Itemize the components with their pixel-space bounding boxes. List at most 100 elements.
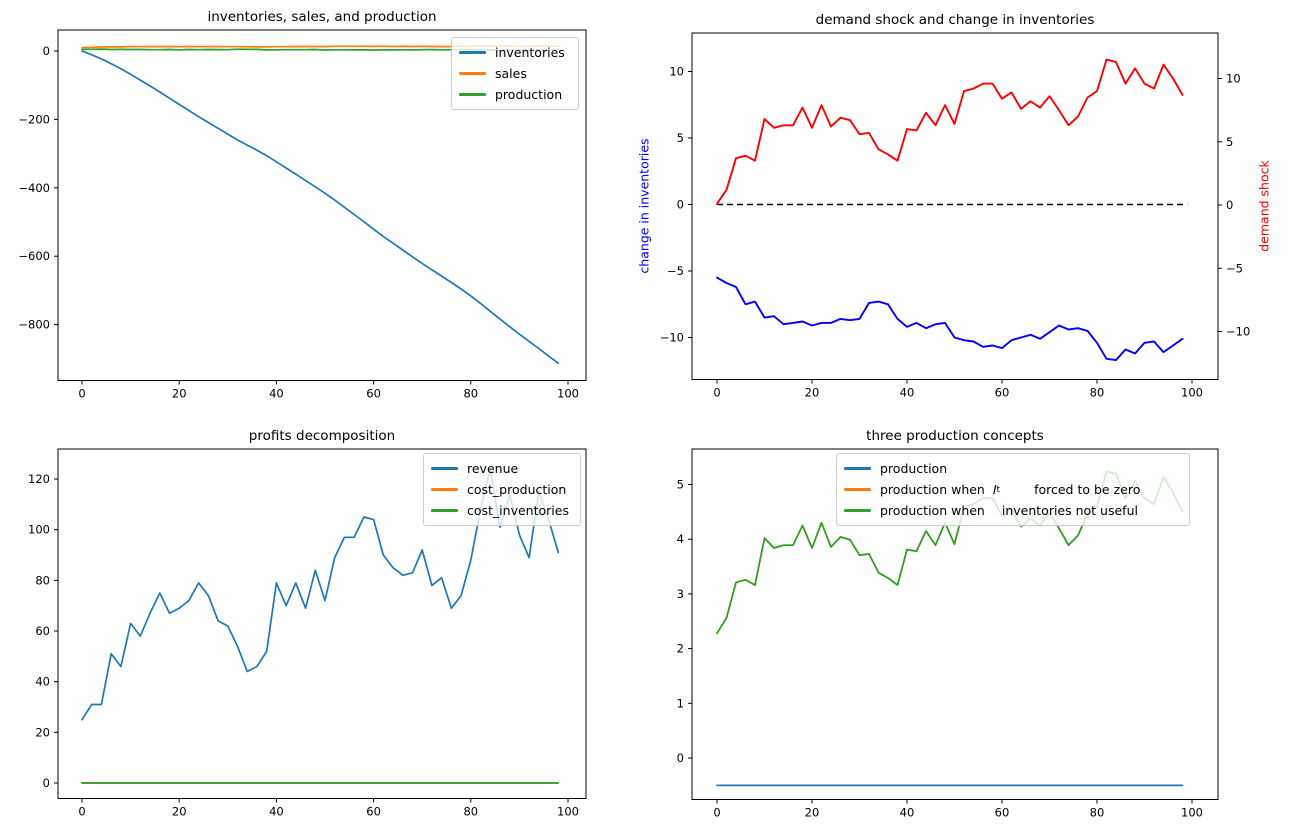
- y-tick-label: 40: [35, 675, 50, 689]
- y-tick-label: −10: [660, 331, 684, 345]
- y-tick-label: −400: [18, 181, 50, 195]
- y-tick-label: 0: [43, 44, 50, 58]
- legend-bottom-left: revenue cost_production cost_inventories: [423, 453, 581, 526]
- production-zero-inventories-line-swatch: [844, 488, 871, 491]
- x-tick-label: 0: [713, 806, 720, 820]
- series-line-inventories: [81, 50, 560, 365]
- x-tick-label: 100: [1181, 386, 1203, 400]
- revenue-line-swatch: [431, 467, 458, 470]
- legend-label: production: [880, 461, 948, 476]
- x-tick-label: 40: [269, 805, 284, 819]
- legend-label: inventories: [495, 45, 565, 60]
- x-tick-label: 60: [366, 805, 381, 819]
- right-y-tick-label: 10: [1226, 72, 1241, 86]
- legend-label: cost_production: [467, 482, 567, 497]
- legend-item-production: production: [844, 458, 1182, 479]
- math-subscript-t: t: [996, 484, 1001, 495]
- y-tick-label: 100: [28, 523, 50, 537]
- production-line-swatch: [459, 93, 486, 96]
- axes-frame: [57, 29, 587, 381]
- x-tick-label: 60: [995, 806, 1010, 820]
- x-tick-label: 20: [172, 805, 187, 819]
- legend-label: revenue: [467, 461, 519, 476]
- x-tick-label: 20: [172, 387, 187, 401]
- y-tick-label: −200: [18, 112, 50, 126]
- subplot-top-right: 0 20 40 60 80 100 10 5 0 −5 −10 10 5 0 −5 −10: [660, 32, 1250, 400]
- x-tick-label: 60: [366, 387, 381, 401]
- subplot-title-top-left: inventories, sales, and production: [207, 9, 437, 25]
- legend-label: sales: [495, 66, 527, 81]
- cost-production-line-swatch: [431, 488, 458, 491]
- subplot-title-top-right: demand shock and change in inventories: [815, 12, 1095, 28]
- legend-label-prefix: production when: [880, 503, 985, 518]
- y-tick-label: 0: [677, 198, 684, 212]
- legend-item-production-no-inventory-value: production when inventories not useful: [844, 500, 1182, 521]
- x-tick-label: 80: [1090, 806, 1105, 820]
- subplot-bottom-left: 0 20 40 60 80 100 0 20 40 60 80 100 120: [28, 448, 587, 819]
- right-y-tick-label: 0: [1226, 198, 1233, 212]
- legend-item-production: production: [459, 84, 571, 105]
- subplot-top-left: 0 20 40 60 80 100 0 −200 −400 −600 −800: [18, 29, 587, 401]
- legend-item-cost-production: cost_production: [431, 479, 573, 500]
- legend-item-inventories: inventories: [459, 42, 571, 63]
- y-tick-label: 80: [35, 573, 50, 587]
- legend-item-revenue: revenue: [431, 458, 573, 479]
- x-tick-label: 100: [557, 387, 579, 401]
- x-tick-label: 20: [805, 386, 820, 400]
- x-tick-label: 40: [900, 386, 915, 400]
- x-tick-label: 0: [713, 386, 720, 400]
- legend-top-left: inventories sales production: [451, 37, 579, 110]
- x-tick-label: 80: [1090, 386, 1105, 400]
- y-tick-label: 10: [669, 65, 684, 79]
- x-tick-label: 80: [463, 805, 478, 819]
- series-line-change-in-inventories: [716, 276, 1184, 362]
- legend-item-cost-inventories: cost_inventories: [431, 500, 573, 521]
- legend-item-sales: sales: [459, 63, 571, 84]
- x-tick-label: 0: [78, 387, 85, 401]
- cost-inventories-line-swatch: [431, 509, 458, 512]
- x-tick-label: 80: [463, 387, 478, 401]
- right-y-axis-label: demand shock: [1256, 160, 1272, 252]
- axes-frame: [691, 448, 1219, 800]
- legend-label-suffix: inventories not useful: [1001, 503, 1138, 518]
- left-y-axis-label: change in inventories: [636, 138, 652, 274]
- y-tick-label: 3: [677, 587, 684, 601]
- legend-label: cost_inventories: [467, 503, 569, 518]
- y-tick-label: 20: [35, 725, 50, 739]
- inventories-line-swatch: [459, 51, 486, 54]
- y-tick-label: −600: [18, 249, 50, 263]
- y-tick-label: 60: [35, 624, 50, 638]
- right-y-tick-label: 5: [1226, 135, 1233, 149]
- x-tick-label: 40: [269, 387, 284, 401]
- y-tick-label: 0: [677, 751, 684, 765]
- y-tick-label: 5: [677, 131, 684, 145]
- y-tick-label: 1: [677, 696, 684, 710]
- subplot-title-bottom-right: three production concepts: [866, 428, 1044, 444]
- y-tick-label: 4: [677, 532, 684, 546]
- sales-line-swatch: [459, 72, 486, 75]
- x-tick-label: 100: [557, 805, 579, 819]
- y-tick-label: 5: [677, 478, 684, 492]
- right-y-tick-label: −10: [1226, 325, 1250, 339]
- legend-label: production: [495, 87, 563, 102]
- x-tick-label: 0: [78, 805, 85, 819]
- y-tick-label: 0: [43, 776, 50, 790]
- y-tick-label: −5: [667, 264, 684, 278]
- y-tick-label: 2: [677, 642, 684, 656]
- legend-label-prefix: production when: [880, 482, 985, 497]
- axes-frame: [57, 448, 587, 799]
- x-tick-label: 100: [1181, 806, 1203, 820]
- right-y-tick-label: −5: [1226, 261, 1243, 275]
- x-tick-label: 40: [900, 806, 915, 820]
- y-tick-label: −800: [18, 318, 50, 332]
- x-tick-label: 60: [995, 386, 1010, 400]
- production-line-swatch: [844, 467, 871, 470]
- axes-frame: [691, 32, 1219, 380]
- math-symbol-I: I: [992, 482, 997, 497]
- subplot-title-bottom-left: profits decomposition: [248, 428, 396, 444]
- x-tick-label: 20: [805, 806, 820, 820]
